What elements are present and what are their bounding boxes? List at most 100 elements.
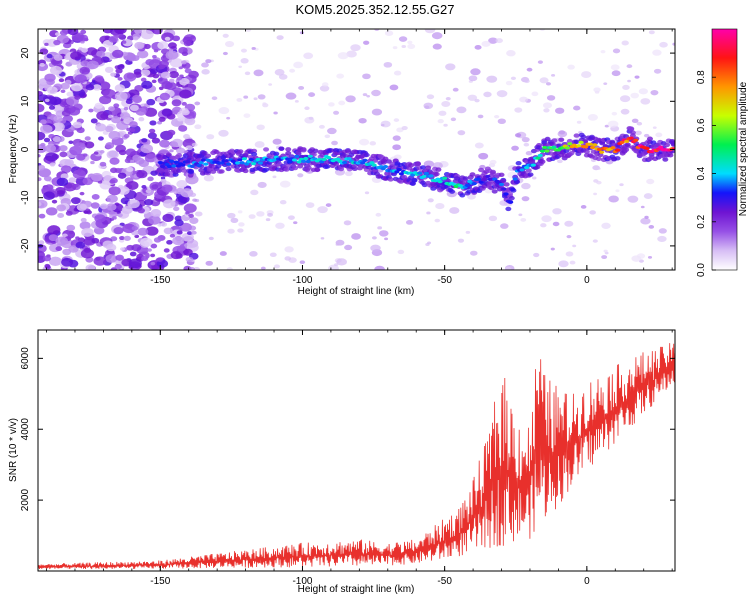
noise-blob <box>138 50 148 57</box>
noise-blob <box>108 186 121 196</box>
ridge-core <box>501 187 507 191</box>
noise-blob <box>336 258 348 266</box>
ridge-halo <box>624 142 631 147</box>
noise-blob <box>426 94 435 100</box>
noise-blob <box>362 73 371 80</box>
noise-blob <box>74 74 87 84</box>
noise-blob <box>601 255 608 260</box>
noise-blob <box>321 82 329 87</box>
noise-blob <box>379 230 389 237</box>
noise-blob <box>137 227 149 236</box>
noise-blob <box>383 61 393 68</box>
ridge-halo <box>165 152 172 157</box>
noise-blob <box>541 215 552 223</box>
noise-blob <box>85 84 95 91</box>
noise-blob <box>236 97 243 102</box>
noise-blob <box>79 191 85 196</box>
noise-blob <box>84 136 91 141</box>
noise-blob <box>53 39 61 46</box>
noise-blob <box>150 253 156 258</box>
noise-blob <box>380 120 391 128</box>
ridge-core <box>442 176 448 180</box>
noise-blob <box>237 210 243 214</box>
noise-blob <box>109 157 120 165</box>
ridge-halo <box>500 178 507 184</box>
colorbar: 0.0 0.2 0.4 0.6 0.8 Normalized spectral ampl… <box>696 28 749 277</box>
ridge-halo <box>435 167 442 172</box>
noise-blob <box>94 102 104 109</box>
noise-blob <box>108 35 119 43</box>
y-tick-label: 20 <box>20 47 31 59</box>
noise-blob <box>38 168 51 178</box>
noise-blob <box>435 202 445 210</box>
ridge-halo <box>278 146 285 151</box>
noise-blob <box>64 54 72 60</box>
noise-blob <box>140 77 147 82</box>
noise-blob <box>43 137 51 143</box>
noise-blob <box>343 220 352 226</box>
noise-blob <box>648 225 655 229</box>
noise-blob <box>113 227 124 235</box>
noise-blob <box>407 40 413 45</box>
noise-blob <box>176 76 182 81</box>
noise-blob <box>185 174 199 185</box>
colorbar-tick-label: 0.4 <box>696 166 707 180</box>
noise-blob <box>55 32 60 36</box>
noise-blob <box>500 223 509 229</box>
noise-blob <box>506 50 516 57</box>
spectrogram-heatmap <box>38 29 675 270</box>
ridge-core <box>417 171 423 175</box>
ridge-core <box>633 138 639 142</box>
noise-blob <box>524 79 530 84</box>
noise-blob <box>636 253 646 259</box>
noise-blob <box>345 170 353 177</box>
noise-blob <box>297 173 304 178</box>
noise-blob <box>148 215 161 225</box>
noise-blob <box>117 172 127 179</box>
noise-blob <box>437 119 444 124</box>
y-tick-label: 6000 <box>20 347 31 370</box>
noise-blob <box>539 77 549 84</box>
ridge-halo <box>344 149 351 154</box>
noise-blob <box>183 197 188 201</box>
noise-blob <box>358 117 367 124</box>
noise-blob <box>55 186 66 195</box>
noise-blob <box>45 207 58 216</box>
noise-blob <box>117 77 123 81</box>
noise-blob <box>44 98 50 103</box>
ridge-halo <box>614 156 621 161</box>
noise-blob <box>526 67 533 72</box>
noise-blob <box>59 145 68 152</box>
noise-blob <box>179 107 189 114</box>
ridge-halo <box>623 147 630 153</box>
noise-blob <box>95 123 107 132</box>
ridge-halo <box>527 172 534 177</box>
noise-blob <box>117 186 130 195</box>
noise-blob <box>407 43 416 50</box>
noise-blob <box>336 73 345 79</box>
noise-blob <box>183 40 192 47</box>
snr-x-axis-label: Height of straight line (km) <box>298 584 415 595</box>
snr-series-line <box>38 343 675 570</box>
noise-blob <box>162 199 176 209</box>
noise-blob <box>68 245 79 253</box>
noise-blob <box>123 133 130 139</box>
ridge-core <box>658 145 664 149</box>
ridge-core <box>542 145 548 150</box>
noise-blob <box>144 153 157 163</box>
ridge-halo <box>251 148 258 154</box>
noise-blob <box>40 119 47 125</box>
noise-blob <box>112 49 124 59</box>
noise-blob <box>43 191 55 200</box>
ridge-halo <box>283 167 290 172</box>
noise-blob <box>48 133 55 139</box>
ridge-halo <box>469 172 476 177</box>
ridge-core <box>478 180 484 184</box>
ridge-halo <box>566 138 573 144</box>
ridge-core <box>523 166 530 170</box>
x-tick-label: -100 <box>292 275 312 286</box>
noise-blob <box>171 99 182 107</box>
noise-blob <box>94 75 104 82</box>
noise-blob <box>70 51 82 60</box>
